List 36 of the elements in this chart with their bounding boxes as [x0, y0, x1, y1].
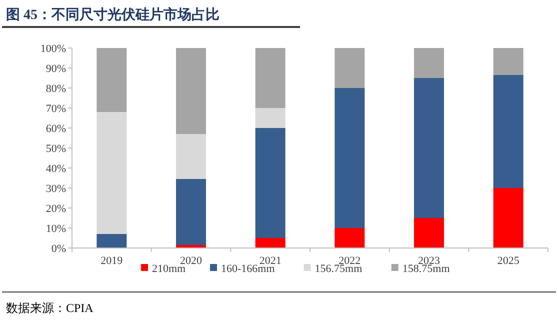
- bar: [176, 48, 206, 134]
- bar: [493, 48, 524, 75]
- y-tick-label: 100%: [40, 43, 66, 55]
- bar: [255, 48, 286, 108]
- bar: [493, 188, 524, 248]
- bar: [334, 88, 365, 228]
- legend-label: 156.75mm: [314, 263, 363, 275]
- title: 图 45：不同尺寸光伏硅片市场占比: [6, 8, 220, 23]
- bar: [96, 48, 127, 112]
- bar: [96, 234, 127, 248]
- bar: [334, 48, 365, 88]
- y-tick-label: 80%: [46, 83, 66, 95]
- bar: [414, 78, 444, 218]
- bar: [334, 228, 365, 248]
- y-tick-label: 30%: [46, 183, 66, 195]
- y-tick-label: 70%: [46, 103, 66, 115]
- y-tick-label: 60%: [46, 123, 66, 135]
- x-tick-label: 2025: [497, 255, 520, 267]
- bar: [176, 134, 206, 179]
- y-tick-label: 40%: [46, 163, 66, 175]
- y-tick-label: 50%: [46, 143, 66, 155]
- source-note: 数据来源：CPIA: [6, 301, 94, 315]
- y-tick-label: 10%: [46, 223, 66, 235]
- x-tick-label: 2019: [100, 255, 124, 267]
- bar: [414, 218, 444, 248]
- bar: [255, 238, 286, 248]
- legend-label: 158.75mm: [402, 263, 450, 275]
- bar: [255, 128, 286, 238]
- bar: [414, 48, 444, 78]
- bar: [493, 75, 524, 188]
- bar: [96, 112, 127, 234]
- y-tick-label: 0%: [51, 243, 66, 255]
- y-tick-label: 20%: [46, 203, 66, 215]
- y-tick-label: 90%: [46, 63, 66, 75]
- bar: [176, 179, 206, 245]
- bar: [255, 108, 286, 128]
